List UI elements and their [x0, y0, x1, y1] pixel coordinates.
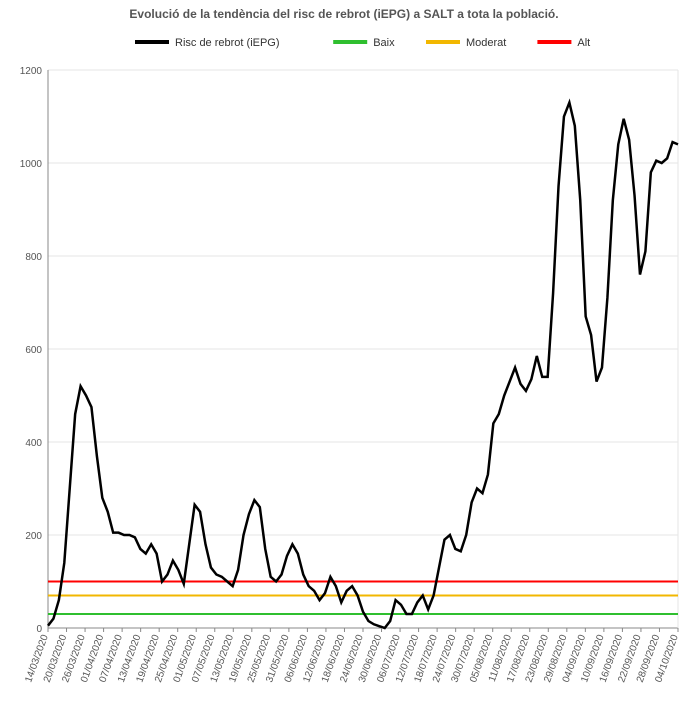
legend-label: Alt — [577, 37, 590, 49]
y-tick-label: 200 — [25, 531, 42, 542]
y-tick-label: 1200 — [20, 66, 43, 77]
legend-swatch — [537, 40, 571, 44]
legend-swatch — [135, 40, 169, 44]
y-tick-label: 400 — [25, 438, 42, 449]
legend-swatch — [333, 40, 367, 44]
y-tick-label: 1000 — [20, 159, 43, 170]
legend-swatch — [426, 40, 460, 44]
legend-label: Baix — [373, 37, 395, 49]
y-tick-label: 800 — [25, 252, 42, 263]
chart-container: Evolució de la tendència del risc de reb… — [0, 0, 688, 702]
chart-svg: Evolució de la tendència del risc de reb… — [0, 0, 688, 702]
chart-title: Evolució de la tendència del risc de reb… — [129, 7, 558, 21]
legend-label: Moderat — [466, 37, 506, 49]
legend-label: Risc de rebrot (iEPG) — [175, 37, 280, 49]
y-tick-label: 600 — [25, 345, 42, 356]
